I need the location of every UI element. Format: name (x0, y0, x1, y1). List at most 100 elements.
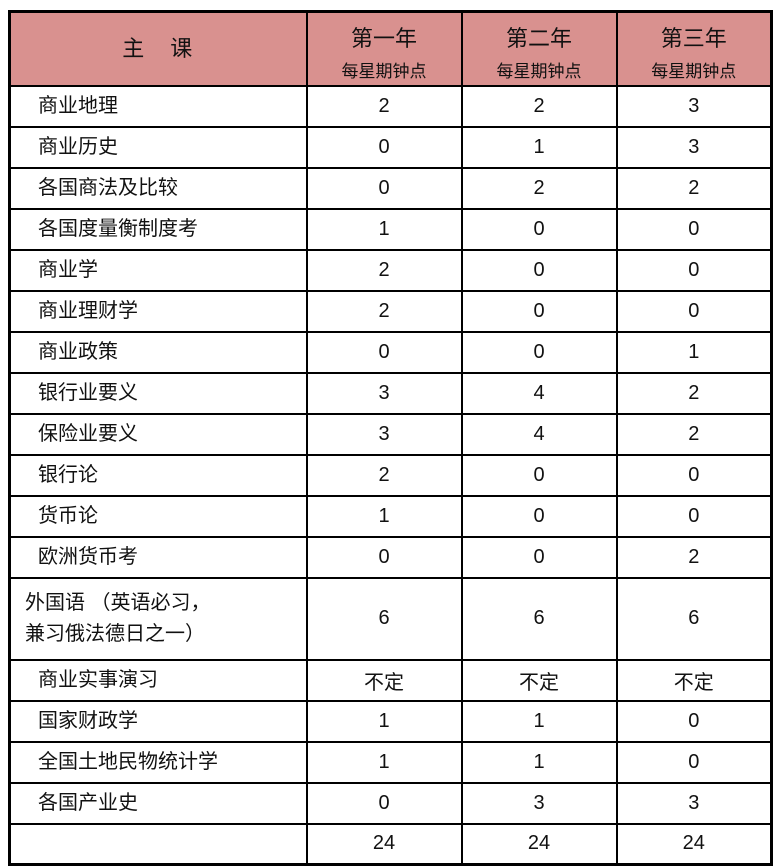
year1-title: 第一年 (350, 25, 417, 51)
hours-cell: 0 (615, 494, 773, 538)
table-header: 主 课 第一年 每星期钟点 第二年 每星期钟点 第三年 每星期钟点 (8, 10, 773, 87)
subject-cell: 商业政策 (8, 330, 308, 374)
hours-cell: 0 (305, 166, 463, 210)
page: 主 课 第一年 每星期钟点 第二年 每星期钟点 第三年 每星期钟点 商业地理 2 (8, 10, 773, 866)
hours-cell: 3 (615, 84, 773, 128)
table-row: 国家财政学 1 1 0 (8, 699, 773, 743)
total-cell: 24 (460, 822, 618, 866)
hours-cell: 1 (460, 125, 618, 169)
hours-cell: 4 (460, 371, 618, 415)
hours-cell: 0 (460, 330, 618, 374)
subject-cell: 各国商法及比较 (8, 166, 308, 210)
table-row: 全国土地民物统计学 1 1 0 (8, 740, 773, 784)
hours-cell: 2 (460, 166, 618, 210)
hours-cell: 2 (305, 289, 463, 333)
table-row: 商业历史 0 1 3 (8, 125, 773, 169)
table-row: 银行业要义 3 4 2 (8, 371, 773, 415)
header-row: 主 课 第一年 每星期钟点 第二年 每星期钟点 第三年 每星期钟点 (8, 10, 773, 87)
hours-cell: 0 (615, 207, 773, 251)
year1-header-cell: 第一年 每星期钟点 (305, 10, 463, 87)
total-cell: 24 (305, 822, 463, 866)
subject-cell: 外国语 （英语必习， 兼习俄法德日之一） (8, 576, 308, 661)
table-row: 各国产业史 0 3 3 (8, 781, 773, 825)
hours-cell: 2 (615, 535, 773, 579)
hours-cell: 0 (615, 248, 773, 292)
hours-cell: 3 (615, 781, 773, 825)
hours-cell: 6 (305, 576, 463, 661)
subject-cell: 各国度量衡制度考 (8, 207, 308, 251)
table-row: 各国商法及比较 0 2 2 (8, 166, 773, 210)
hours-cell: 3 (460, 781, 618, 825)
subject-cell: 全国土地民物统计学 (8, 740, 308, 784)
subject-cell: 货币论 (8, 494, 308, 538)
hours-cell: 3 (305, 371, 463, 415)
subject-cell: 商业实事演习 (8, 658, 308, 702)
subject-cell: 商业理财学 (8, 289, 308, 333)
subject-cell: 商业学 (8, 248, 308, 292)
year2-title: 第二年 (505, 25, 572, 51)
hours-cell: 2 (305, 248, 463, 292)
hours-cell: 1 (460, 740, 618, 784)
table-row: 欧洲货币考 0 0 2 (8, 535, 773, 579)
table-row: 商业政策 0 0 1 (8, 330, 773, 374)
hours-cell: 0 (460, 289, 618, 333)
hours-cell: 1 (305, 699, 463, 743)
hours-cell: 0 (460, 248, 618, 292)
subject-cell: 银行业要义 (8, 371, 308, 415)
hours-cell: 1 (615, 330, 773, 374)
hours-cell: 0 (460, 207, 618, 251)
hours-cell: 3 (615, 125, 773, 169)
hours-cell: 4 (460, 412, 618, 456)
hours-cell: 不定 (305, 658, 463, 702)
table-row: 商业学 2 0 0 (8, 248, 773, 292)
hours-cell: 0 (305, 330, 463, 374)
hours-cell: 2 (305, 453, 463, 497)
subject-cell: 各国产业史 (8, 781, 308, 825)
subject-cell: 银行论 (8, 453, 308, 497)
hours-cell: 0 (460, 535, 618, 579)
hours-cell: 1 (305, 207, 463, 251)
hours-cell: 2 (615, 371, 773, 415)
subject-header-cell: 主 课 (8, 10, 308, 87)
hours-cell: 0 (615, 740, 773, 784)
table-row: 商业地理 2 2 3 (8, 84, 773, 128)
hours-cell: 2 (305, 84, 463, 128)
table-row: 货币论 1 0 0 (8, 494, 773, 538)
hours-cell: 0 (305, 781, 463, 825)
curriculum-table: 主 课 第一年 每星期钟点 第二年 每星期钟点 第三年 每星期钟点 商业地理 2 (8, 10, 773, 866)
subject-cell: 欧洲货币考 (8, 535, 308, 579)
total-cell: 24 (615, 822, 773, 866)
subject-cell: 国家财政学 (8, 699, 308, 743)
year2-subtitle: 每星期钟点 (496, 61, 582, 81)
hours-cell: 不定 (615, 658, 773, 702)
hours-cell: 2 (615, 412, 773, 456)
hours-cell: 不定 (460, 658, 618, 702)
hours-cell: 1 (305, 494, 463, 538)
table-row-total: 24 24 24 (8, 822, 773, 866)
table-row: 银行论 2 0 0 (8, 453, 773, 497)
hours-cell: 0 (615, 699, 773, 743)
table-row: 外国语 （英语必习， 兼习俄法德日之一） 6 6 6 (8, 576, 773, 661)
year3-header-cell: 第三年 每星期钟点 (615, 10, 773, 87)
year2-header-cell: 第二年 每星期钟点 (460, 10, 618, 87)
year1-subtitle: 每星期钟点 (341, 61, 427, 81)
hours-cell: 1 (460, 699, 618, 743)
table-row: 保险业要义 3 4 2 (8, 412, 773, 456)
table-row: 各国度量衡制度考 1 0 0 (8, 207, 773, 251)
table-body: 商业地理 2 2 3 商业历史 0 1 3 各国商法及比较 0 2 2 各国度量… (8, 84, 773, 866)
table-row: 商业理财学 2 0 0 (8, 289, 773, 333)
hours-cell: 0 (460, 453, 618, 497)
hours-cell: 6 (460, 576, 618, 661)
hours-cell: 2 (615, 166, 773, 210)
subject-cell: 商业历史 (8, 125, 308, 169)
year3-title: 第三年 (660, 25, 727, 51)
subject-cell: 商业地理 (8, 84, 308, 128)
hours-cell: 0 (615, 453, 773, 497)
hours-cell: 0 (615, 289, 773, 333)
hours-cell: 1 (305, 740, 463, 784)
table-row: 商业实事演习 不定 不定 不定 (8, 658, 773, 702)
hours-cell: 0 (460, 494, 618, 538)
year3-subtitle: 每星期钟点 (651, 61, 737, 81)
hours-cell: 2 (460, 84, 618, 128)
hours-cell: 6 (615, 576, 773, 661)
